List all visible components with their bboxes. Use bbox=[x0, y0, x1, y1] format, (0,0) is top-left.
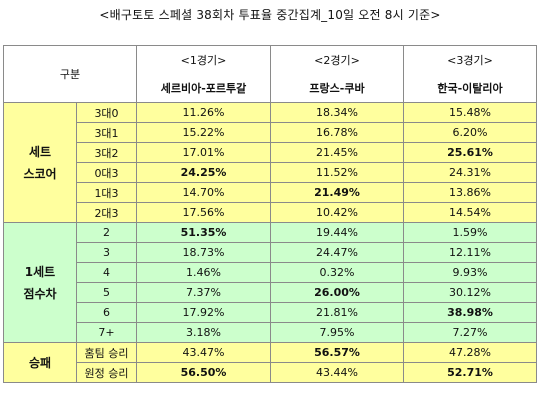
header-teams-3: 한국-이탈리아 bbox=[403, 74, 537, 103]
cell-value: 7.95% bbox=[270, 322, 404, 343]
cell-value: 3.18% bbox=[136, 322, 271, 343]
cell-value: 1.59% bbox=[403, 222, 537, 243]
cell-value: 6.20% bbox=[403, 122, 537, 143]
vote-rate-table: 구분 <1경기> <2경기> <3경기> 세르비아-포르투갈 프랑스-쿠바 한국… bbox=[3, 45, 537, 383]
cell-value: 12.11% bbox=[403, 242, 537, 263]
header-game-3: <3경기> bbox=[403, 45, 537, 74]
cell-value: 43.47% bbox=[136, 342, 271, 363]
table-row: 3 18.73% 24.47% 12.11% bbox=[4, 242, 537, 263]
cell-value: 17.92% bbox=[136, 302, 271, 323]
table-row: 3대1 15.22% 16.78% 6.20% bbox=[4, 122, 537, 143]
row-label: 2대3 bbox=[76, 202, 137, 223]
cell-value: 7.37% bbox=[136, 282, 271, 303]
row-label: 5 bbox=[76, 282, 137, 303]
table-row: 승패 홈팀 승리 43.47% 56.57% 47.28% bbox=[3, 342, 537, 383]
cell-value: 11.52% bbox=[270, 162, 404, 183]
cell-value-max: 56.50% bbox=[136, 362, 271, 383]
row-label: 7+ bbox=[76, 322, 137, 343]
cell-value: 18.73% bbox=[136, 242, 271, 263]
cell-value: 30.12% bbox=[403, 282, 537, 303]
header-teams-1: 세르비아-포르투갈 bbox=[136, 74, 271, 103]
table-row: 4 1.46% 0.32% 9.93% bbox=[4, 262, 537, 283]
row-label: 3대1 bbox=[76, 122, 137, 143]
row-label: 6 bbox=[76, 302, 137, 323]
cell-value: 17.56% bbox=[136, 202, 271, 223]
header-game-1: <1경기> bbox=[136, 45, 271, 74]
cell-value: 21.45% bbox=[270, 142, 404, 163]
cell-value-max: 51.35% bbox=[136, 222, 271, 243]
cell-value: 17.01% bbox=[136, 142, 271, 163]
cell-value: 43.44% bbox=[270, 362, 404, 383]
table-title: <배구토토 스페셜 38회차 투표율 중간집계_10일 오전 8시 기준> bbox=[99, 8, 441, 22]
row-label: 원정 승리 bbox=[76, 362, 137, 383]
cell-value: 10.42% bbox=[270, 202, 404, 223]
row-label: 2 bbox=[76, 222, 137, 243]
cell-value: 7.27% bbox=[403, 322, 537, 343]
cell-value: 9.93% bbox=[403, 262, 537, 283]
cell-value-max: 25.61% bbox=[403, 142, 537, 163]
row-label: 3대2 bbox=[76, 142, 137, 163]
table-row: 3대2 17.01% 21.45% 25.61% bbox=[4, 142, 537, 163]
group-result: 승패 bbox=[3, 342, 77, 383]
header-teams-2: 프랑스-쿠바 bbox=[270, 74, 404, 103]
table-row: 6 17.92% 21.81% 38.98% bbox=[4, 302, 537, 323]
group-set-score: 세트 스코어 bbox=[3, 102, 77, 223]
row-label: 3 bbox=[76, 242, 137, 263]
cell-value: 0.32% bbox=[270, 262, 404, 283]
table-row: 원정 승리 56.50% 43.44% 52.71% bbox=[4, 362, 537, 383]
cell-value: 14.70% bbox=[136, 182, 271, 203]
group-label-line1: 1세트 bbox=[24, 264, 56, 279]
cell-value-max: 38.98% bbox=[403, 302, 537, 323]
group-label-line1: 세트 bbox=[28, 144, 52, 159]
cell-value: 13.86% bbox=[403, 182, 537, 203]
cell-value-max: 52.71% bbox=[403, 362, 537, 383]
cell-value: 15.48% bbox=[403, 102, 537, 123]
table-row: 0대3 24.25% 11.52% 24.31% bbox=[4, 162, 537, 183]
cell-value: 24.31% bbox=[403, 162, 537, 183]
cell-value: 24.47% bbox=[270, 242, 404, 263]
cell-value: 18.34% bbox=[270, 102, 404, 123]
header-game-2: <2경기> bbox=[270, 45, 404, 74]
cell-value-max: 21.49% bbox=[270, 182, 404, 203]
table-row: 1세트 점수차 2 51.35% 19.44% 1.59% bbox=[3, 222, 537, 343]
cell-value: 19.44% bbox=[270, 222, 404, 243]
cell-value: 1.46% bbox=[136, 262, 271, 283]
row-label: 홈팀 승리 bbox=[76, 342, 137, 363]
cell-value-max: 26.00% bbox=[270, 282, 404, 303]
group-label-line2: 스코어 bbox=[23, 166, 57, 181]
cell-value: 47.28% bbox=[403, 342, 537, 363]
cell-value: 11.26% bbox=[136, 102, 271, 123]
cell-value: 21.81% bbox=[270, 302, 404, 323]
table-row: 7+ 3.18% 7.95% 7.27% bbox=[4, 322, 537, 343]
table-row: 2대3 17.56% 10.42% 14.54% bbox=[4, 202, 537, 223]
group-label-line2: 점수차 bbox=[23, 286, 57, 301]
table-row: 5 7.37% 26.00% 30.12% bbox=[4, 282, 537, 303]
header-gubun: 구분 bbox=[3, 45, 137, 103]
cell-value: 15.22% bbox=[136, 122, 271, 143]
cell-value-max: 56.57% bbox=[270, 342, 404, 363]
row-label: 1대3 bbox=[76, 182, 137, 203]
cell-value: 14.54% bbox=[403, 202, 537, 223]
row-label: 4 bbox=[76, 262, 137, 283]
group-set-diff: 1세트 점수차 bbox=[3, 222, 77, 343]
cell-value-max: 24.25% bbox=[136, 162, 271, 183]
cell-value: 16.78% bbox=[270, 122, 404, 143]
row-label: 3대0 bbox=[76, 102, 137, 123]
table-row: 1대3 14.70% 21.49% 13.86% bbox=[4, 182, 537, 203]
table-row: 세트 스코어 3대0 11.26% 18.34% 15.48% bbox=[3, 102, 537, 223]
row-label: 0대3 bbox=[76, 162, 137, 183]
